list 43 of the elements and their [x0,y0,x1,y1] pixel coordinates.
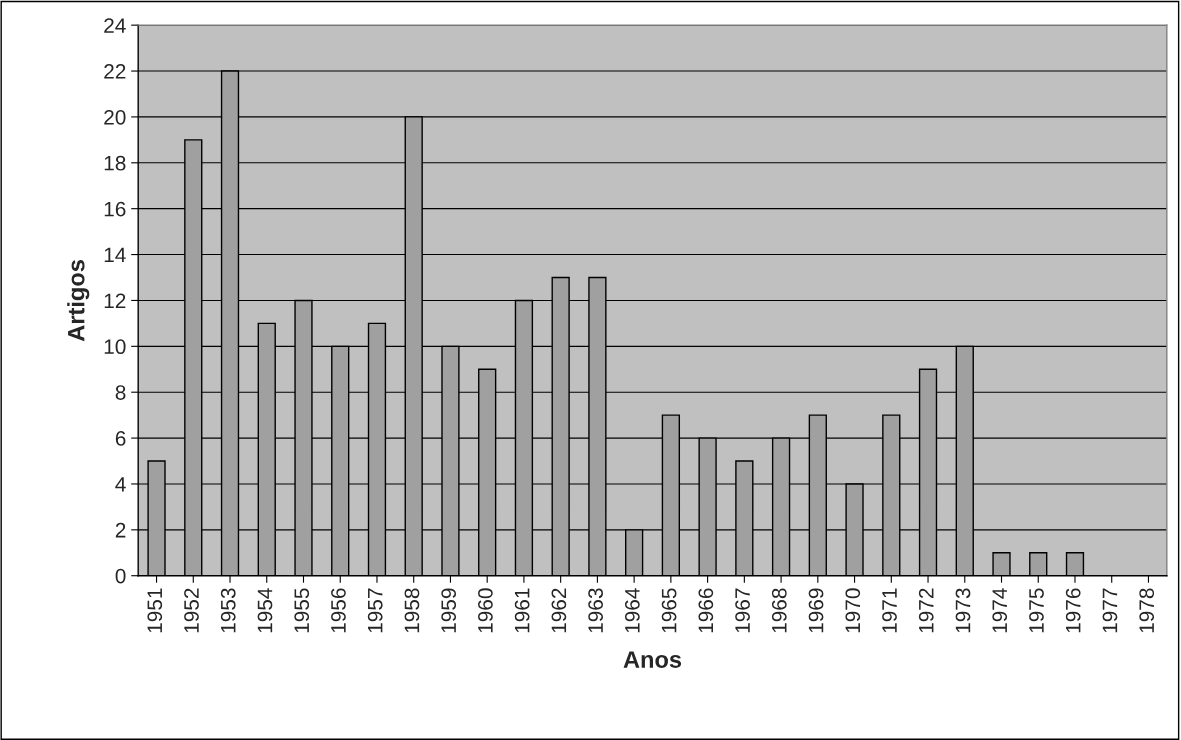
x-tick-label: 1967 [735,588,750,633]
x-tick-label: 1964 [624,588,640,633]
x-tick-label: 1974 [992,588,1008,633]
y-tick-label: 24 [104,18,126,33]
x-tick-label: 1954 [257,588,273,633]
x-tick-label: 1971 [882,588,897,633]
x-tick-label: 1959 [441,588,457,633]
x-tick-label: 1956 [331,588,346,633]
y-tick-label: 4 [115,477,126,492]
y-axis-title: Artigos [67,260,90,342]
y-tick-label: 0 [115,568,126,584]
x-tick-label: 1953 [220,588,236,633]
y-tick-label: 16 [104,201,126,217]
x-tick-label: 1960 [478,588,493,633]
y-tick-label: 18 [104,155,126,171]
x-tick-label: 1958 [404,588,420,633]
y-tick-label: 12 [104,293,126,308]
x-tick-label: 1951 [147,588,163,633]
y-tick-label: 6 [115,431,126,446]
y-tick-label: 2 [115,522,126,538]
x-tick-label: 1972 [918,588,934,633]
y-tick-label: 22 [104,64,126,79]
x-tick-label: 1970 [845,588,861,633]
x-tick-label: 1955 [294,588,310,633]
x-tick-label: 1977 [1102,588,1118,633]
x-tick-label: 1978 [1139,588,1155,633]
x-tick-label: 1969 [808,588,824,633]
x-tick-label: 1961 [514,588,530,633]
y-tick-label: 10 [104,339,126,355]
x-tick-label: 1963 [588,588,603,633]
y-tick-label: 8 [115,385,126,400]
y-tick-label: 20 [104,109,126,125]
x-tick-label: 1976 [1065,588,1081,633]
y-tick-label: 14 [104,247,126,263]
x-tick-label: 1965 [661,588,677,633]
x-tick-label: 1957 [367,588,383,633]
x-axis-title: Anos [623,651,682,668]
x-tick-label: 1975 [1029,588,1044,633]
x-tick-label: 1966 [698,588,714,633]
x-tick-label: 1973 [955,588,971,633]
x-tick-label: 1968 [771,588,787,633]
x-tick-label: 1962 [551,588,567,633]
x-tick-label: 1952 [184,588,199,633]
